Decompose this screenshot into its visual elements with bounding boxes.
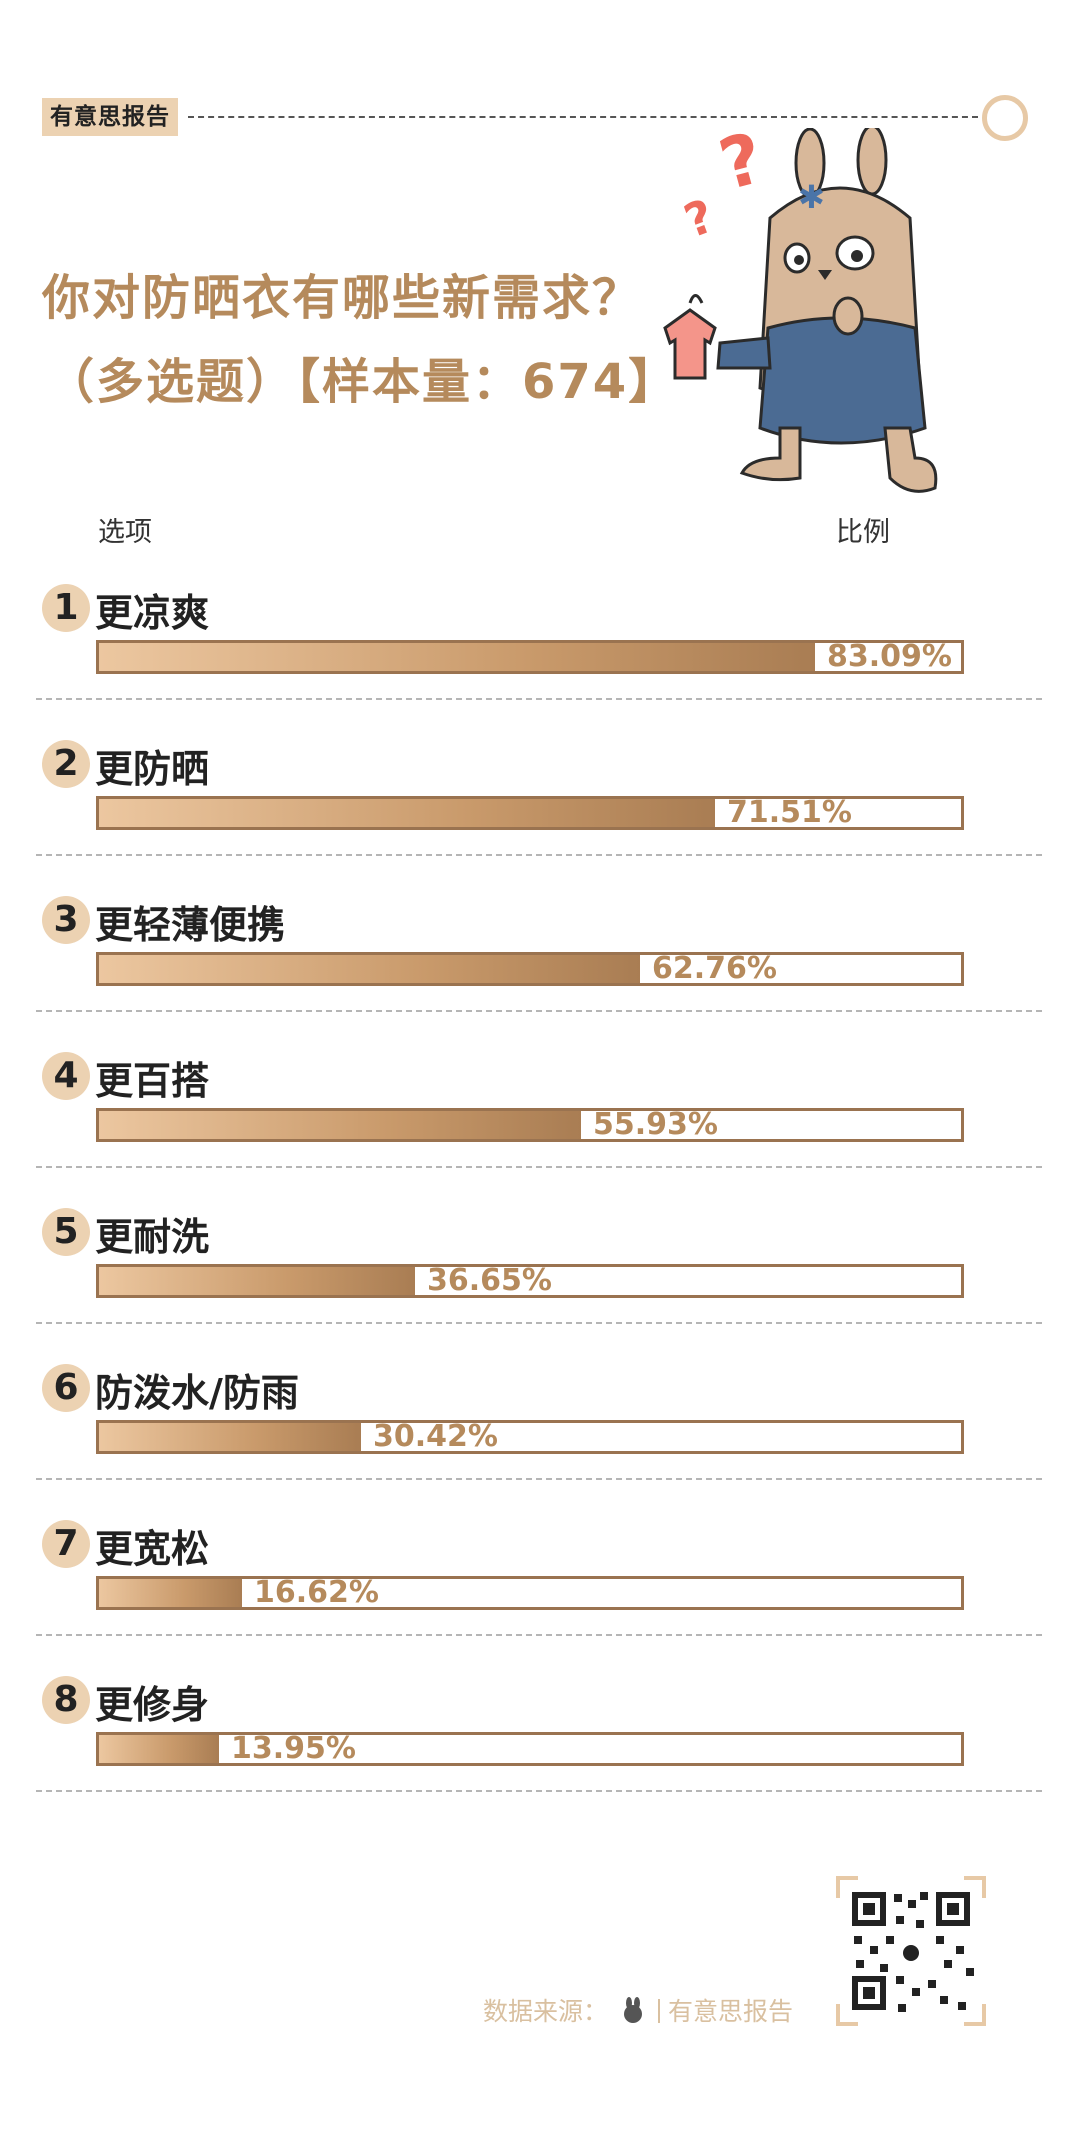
rank-badge: 4	[42, 1052, 90, 1100]
bar-fill	[99, 1267, 415, 1295]
bar-fill	[99, 1423, 361, 1451]
bar-track: 30.42%	[96, 1420, 964, 1454]
row-divider	[36, 854, 1042, 856]
qr-code-icon	[836, 1876, 986, 2026]
bar-row: 7 更宽松 16.62%	[0, 1508, 1080, 1664]
rank-badge: 3	[42, 896, 90, 944]
page-subtitle: （多选题）【样本量：674】	[46, 354, 679, 410]
bar-row: 3 更轻薄便携 62.76%	[0, 884, 1080, 1040]
bar-value-label: 83.09%	[827, 639, 952, 674]
bar-track: 71.51%	[96, 796, 964, 830]
rank-badge: 5	[42, 1208, 90, 1256]
bar-fill	[99, 1579, 242, 1607]
svg-text:?: ?	[677, 188, 721, 248]
bar-category-label: 更修身	[95, 1683, 210, 1727]
row-divider	[36, 1790, 1042, 1792]
row-divider	[36, 698, 1042, 700]
bar-category-label: 更耐洗	[95, 1215, 210, 1259]
bar-row: 5 更耐洗 36.65%	[0, 1196, 1080, 1352]
rank-badge: 7	[42, 1520, 90, 1568]
bar-value-label: 71.51%	[727, 795, 852, 830]
bar-category-label: 更防晒	[95, 747, 210, 791]
bar-row: 2 更防晒 71.51%	[0, 728, 1080, 884]
bar-value-label: 55.93%	[593, 1107, 718, 1142]
bar-category-label: 更轻薄便携	[95, 903, 286, 947]
bar-value-label: 16.62%	[254, 1575, 379, 1610]
bar-value-label: 13.95%	[231, 1731, 356, 1766]
bar-track: 16.62%	[96, 1576, 964, 1610]
data-source: 数据来源： 有意思报告	[483, 1992, 793, 2029]
rank-badge: 6	[42, 1364, 90, 1412]
header-circle-icon	[982, 95, 1028, 141]
bar-value-label: 30.42%	[373, 1419, 498, 1454]
bar-fill	[99, 643, 815, 671]
bar-category-label: 防泼水/防雨	[95, 1371, 299, 1415]
svg-text:✱: ✱	[798, 178, 825, 216]
bar-category-label: 更宽松	[95, 1527, 210, 1571]
bar-row: 6 防泼水/防雨 30.42%	[0, 1352, 1080, 1508]
bar-track: 83.09%	[96, 640, 964, 674]
source-separator	[657, 1999, 660, 2023]
source-label: 数据来源：	[483, 1997, 609, 2026]
bar-track: 55.93%	[96, 1108, 964, 1142]
row-divider	[36, 1010, 1042, 1012]
rabbit-logo-icon	[620, 1997, 646, 2029]
bar-value-label: 36.65%	[427, 1263, 552, 1298]
bar-fill	[99, 1735, 219, 1763]
bar-fill	[99, 799, 715, 827]
bar-fill	[99, 1111, 581, 1139]
bar-track: 36.65%	[96, 1264, 964, 1298]
row-divider	[36, 1478, 1042, 1480]
brand-tag: 有意思报告	[42, 98, 178, 136]
row-divider	[36, 1166, 1042, 1168]
bar-category-label: 更凉爽	[95, 591, 210, 635]
column-header-options: 选项	[98, 517, 152, 548]
bar-track: 13.95%	[96, 1732, 964, 1766]
bar-category-label: 更百搭	[95, 1059, 210, 1103]
page-title: 你对防晒衣有哪些新需求？	[42, 270, 643, 326]
source-name: 有意思报告	[667, 1997, 793, 2026]
row-divider	[36, 1634, 1042, 1636]
bar-row: 4 更百搭 55.93%	[0, 1040, 1080, 1196]
row-divider	[36, 1322, 1042, 1324]
svg-text:?: ?	[711, 128, 771, 206]
column-header-ratio: 比例	[836, 517, 890, 548]
rank-badge: 8	[42, 1676, 90, 1724]
bar-track: 62.76%	[96, 952, 964, 986]
bar-fill	[99, 955, 640, 983]
bar-row: 1 更凉爽 83.09%	[0, 572, 1080, 728]
bar-row: 8 更修身 13.95%	[0, 1664, 1080, 1820]
rabbit-mascot-icon: ? ? ✱	[663, 128, 938, 493]
bar-value-label: 62.76%	[652, 951, 777, 986]
header-dashed-line	[188, 116, 978, 118]
rank-badge: 1	[42, 584, 90, 632]
rank-badge: 2	[42, 740, 90, 788]
